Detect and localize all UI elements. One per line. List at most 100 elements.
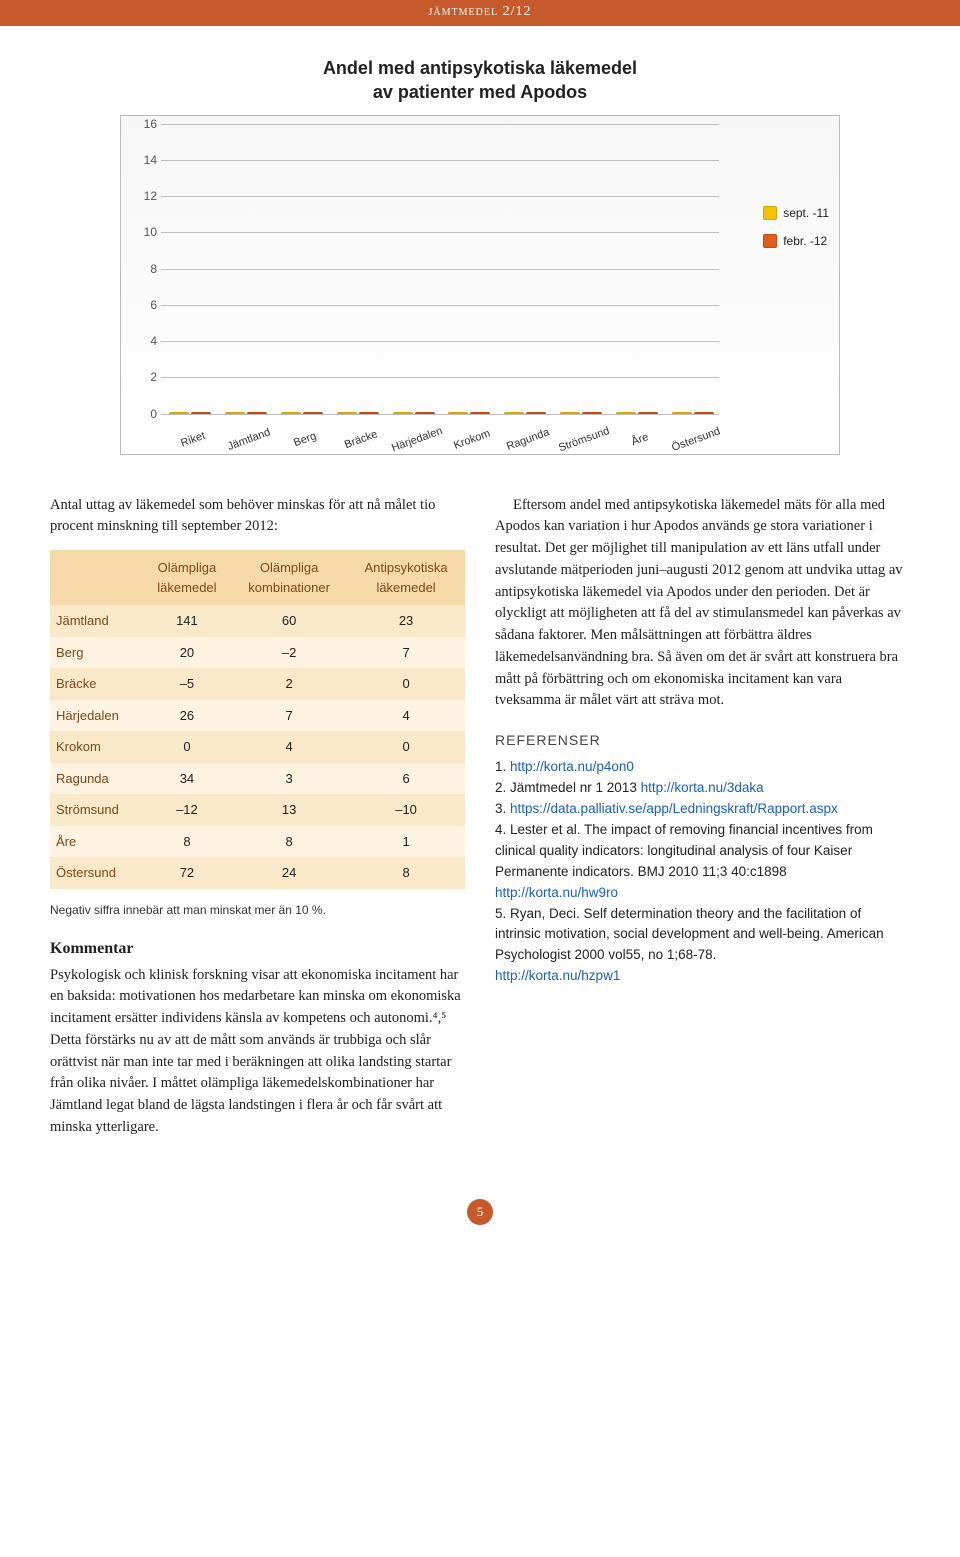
- content-columns: Antal uttag av läkemedel som behöver min…: [0, 495, 960, 1159]
- bar-series-a: [337, 412, 357, 414]
- bar-series-b: [694, 412, 714, 414]
- table-header: Antipsykotiskaläkemedel: [347, 550, 465, 605]
- reference-item: 4. Lester et al. The impact of removing …: [495, 820, 910, 904]
- table-row: Ragunda3436: [50, 763, 465, 795]
- table-row: Härjedalen2674: [50, 700, 465, 732]
- x-label: Bräcke: [343, 428, 379, 451]
- left-column: Antal uttag av läkemedel som behöver min…: [50, 495, 465, 1139]
- right-body: Eftersom andel med antipsykotiska läkeme…: [495, 495, 910, 713]
- y-tick-label: 14: [133, 153, 157, 167]
- table-cell: Åre: [50, 826, 143, 858]
- table-cell: Ragunda: [50, 763, 143, 795]
- x-label: Berg: [292, 430, 318, 449]
- reference-link[interactable]: http://korta.nu/hw9ro: [495, 885, 618, 900]
- chart-container: Andel med antipsykotiska läkemedel av pa…: [120, 56, 840, 455]
- x-label: Jämtland: [226, 426, 272, 453]
- bar-series-b: [359, 412, 379, 414]
- bar-group: Östersund: [672, 412, 716, 414]
- reference-item: 2. Jämtmedel nr 1 2013 http://korta.nu/3…: [495, 778, 910, 799]
- bar-series-a: [225, 412, 245, 414]
- bar-series-b: [582, 412, 602, 414]
- table-cell: 13: [231, 794, 347, 826]
- x-label: Östersund: [670, 425, 722, 454]
- table-row: Strömsund–1213–10: [50, 794, 465, 826]
- y-tick-label: 0: [133, 407, 157, 421]
- gridline: [161, 196, 719, 197]
- reference-text: 4. Lester et al. The impact of removing …: [495, 822, 873, 879]
- gridline: [161, 269, 719, 270]
- table-footnote: Negativ siffra innebär att man minskat m…: [50, 901, 465, 919]
- y-tick-label: 2: [133, 370, 157, 384]
- chart-title-2: av patienter med Apodos: [373, 82, 587, 102]
- table-cell: Jämtland: [50, 605, 143, 637]
- y-tick-label: 16: [133, 117, 157, 131]
- chart-plot: 0246810121416RiketJämtlandBergBräckeHärj…: [161, 124, 719, 414]
- table-header: Olämpligaläkemedel: [143, 550, 231, 605]
- bar-series-a: [169, 412, 189, 414]
- page-header: jämtmedel 2/12: [0, 0, 960, 26]
- legend-swatch-a: [763, 206, 777, 220]
- table-cell: 23: [347, 605, 465, 637]
- reference-item: 5. Ryan, Deci. Self determination theory…: [495, 904, 910, 988]
- table-row: Östersund72248: [50, 857, 465, 889]
- legend-label-a: sept. -11: [783, 206, 829, 220]
- table-cell: 0: [347, 731, 465, 763]
- bar-series-b: [303, 412, 323, 414]
- reference-link[interactable]: http://korta.nu/3daka: [641, 780, 764, 795]
- table-cell: 141: [143, 605, 231, 637]
- table-cell: 0: [143, 731, 231, 763]
- table-row: Krokom040: [50, 731, 465, 763]
- table-cell: 24: [231, 857, 347, 889]
- table-cell: –12: [143, 794, 231, 826]
- table-cell: 8: [143, 826, 231, 858]
- bar-group: Berg: [281, 412, 325, 414]
- table-cell: 8: [231, 826, 347, 858]
- x-label: Härjedalen: [390, 424, 444, 453]
- bar-group: Åre: [616, 412, 660, 414]
- reference-link[interactable]: http://korta.nu/hzpw1: [495, 968, 620, 983]
- reference-item: 3. https://data.palliativ.se/app/Ledning…: [495, 799, 910, 820]
- reference-link[interactable]: http://korta.nu/p4on0: [510, 759, 634, 774]
- chart-title: Andel med antipsykotiska läkemedel av pa…: [120, 56, 840, 105]
- bar-series-a: [672, 412, 692, 414]
- gridline: [161, 232, 719, 233]
- table-cell: 2: [231, 668, 347, 700]
- gridline: [161, 377, 719, 378]
- bar-series-b: [638, 412, 658, 414]
- reference-link[interactable]: https://data.palliativ.se/app/Ledningskr…: [510, 801, 838, 816]
- table-row: Åre881: [50, 826, 465, 858]
- y-tick-label: 6: [133, 298, 157, 312]
- gridline: [161, 305, 719, 306]
- y-tick-label: 12: [133, 189, 157, 203]
- table-cell: 20: [143, 637, 231, 669]
- reference-text: 5. Ryan, Deci. Self determination theory…: [495, 906, 884, 963]
- table-cell: Härjedalen: [50, 700, 143, 732]
- bar-group: Bräcke: [337, 412, 381, 414]
- table-cell: –10: [347, 794, 465, 826]
- table-row: Bräcke–520: [50, 668, 465, 700]
- gridline: [161, 160, 719, 161]
- table-cell: 6: [347, 763, 465, 795]
- table-cell: 4: [231, 731, 347, 763]
- bar-group: Ragunda: [504, 412, 548, 414]
- y-tick-label: 10: [133, 225, 157, 239]
- table-cell: –5: [143, 668, 231, 700]
- intro-text: Antal uttag av läkemedel som behöver min…: [50, 495, 465, 539]
- chart-title-1: Andel med antipsykotiska läkemedel: [323, 58, 637, 78]
- bar-series-a: [616, 412, 636, 414]
- bar-series-a: [504, 412, 524, 414]
- chart-area: 0246810121416RiketJämtlandBergBräckeHärj…: [120, 115, 840, 455]
- bar-series-a: [281, 412, 301, 414]
- reference-text: 2. Jämtmedel nr 1 2013: [495, 780, 641, 795]
- x-label: Krokom: [453, 427, 493, 451]
- table-cell: 72: [143, 857, 231, 889]
- bar-series-a: [393, 412, 413, 414]
- table-header: [50, 550, 143, 605]
- y-tick-label: 4: [133, 334, 157, 348]
- references-heading: REFERENSER: [495, 730, 910, 751]
- bar-series-b: [470, 412, 490, 414]
- reference-text: 1.: [495, 759, 510, 774]
- bar-series-a: [448, 412, 468, 414]
- x-label: Riket: [180, 429, 208, 449]
- table-cell: 1: [347, 826, 465, 858]
